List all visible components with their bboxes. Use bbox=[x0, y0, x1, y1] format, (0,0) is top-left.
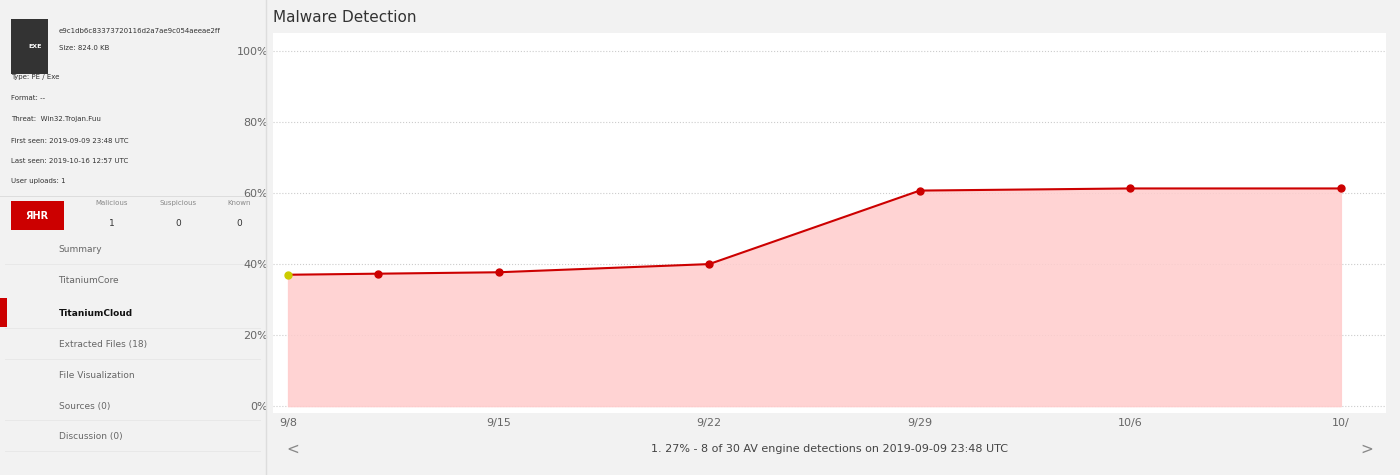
Bar bbox=[6, 328, 260, 329]
Text: Suspicious: Suspicious bbox=[160, 200, 197, 206]
Text: Summary: Summary bbox=[59, 245, 102, 254]
Text: EXE: EXE bbox=[28, 44, 41, 48]
Text: User uploads: 1: User uploads: 1 bbox=[11, 178, 66, 184]
Text: ЯHR: ЯHR bbox=[25, 210, 49, 221]
Text: TitaniumCore: TitaniumCore bbox=[59, 276, 119, 285]
Text: Malicious: Malicious bbox=[95, 200, 127, 206]
Bar bbox=[6, 451, 260, 452]
Bar bbox=[11, 201, 64, 230]
Text: Last seen: 2019-10-16 12:57 UTC: Last seen: 2019-10-16 12:57 UTC bbox=[11, 158, 127, 164]
Text: >: > bbox=[1359, 441, 1372, 456]
Text: Discussion (0): Discussion (0) bbox=[59, 433, 122, 441]
Text: Type: PE / Exe: Type: PE / Exe bbox=[11, 74, 59, 80]
Bar bbox=[6, 359, 260, 360]
Bar bbox=[6, 420, 260, 421]
Bar bbox=[11, 19, 48, 74]
Text: Format: --: Format: -- bbox=[11, 95, 45, 101]
Bar bbox=[0, 196, 266, 197]
Text: Known: Known bbox=[228, 200, 251, 206]
Text: Extracted Files (18): Extracted Files (18) bbox=[59, 340, 147, 349]
Text: 0: 0 bbox=[175, 219, 181, 228]
Text: Threat:  Win32.Trojan.Fuu: Threat: Win32.Trojan.Fuu bbox=[11, 116, 101, 123]
Bar bbox=[6, 264, 260, 265]
Text: Size: 824.0 KB: Size: 824.0 KB bbox=[59, 45, 109, 50]
Bar bbox=[0, 298, 7, 327]
Text: <: < bbox=[287, 441, 300, 456]
Text: Sources (0): Sources (0) bbox=[59, 402, 109, 410]
Text: TitaniumCloud: TitaniumCloud bbox=[59, 309, 133, 318]
Text: 1: 1 bbox=[109, 219, 115, 228]
Text: 0: 0 bbox=[237, 219, 242, 228]
Text: File Visualization: File Visualization bbox=[59, 371, 134, 380]
Text: First seen: 2019-09-09 23:48 UTC: First seen: 2019-09-09 23:48 UTC bbox=[11, 138, 129, 144]
Text: 1. 27% - 8 of 30 AV engine detections on 2019-09-09 23:48 UTC: 1. 27% - 8 of 30 AV engine detections on… bbox=[651, 444, 1008, 454]
Text: e9c1db6c83373720116d2a7ae9c054aeeae2ff: e9c1db6c83373720116d2a7ae9c054aeeae2ff bbox=[59, 28, 220, 34]
Legend: Detection % (9 scan dates): Detection % (9 scan dates) bbox=[738, 473, 921, 475]
Bar bbox=[6, 294, 260, 295]
Text: Malware Detection: Malware Detection bbox=[273, 10, 417, 25]
